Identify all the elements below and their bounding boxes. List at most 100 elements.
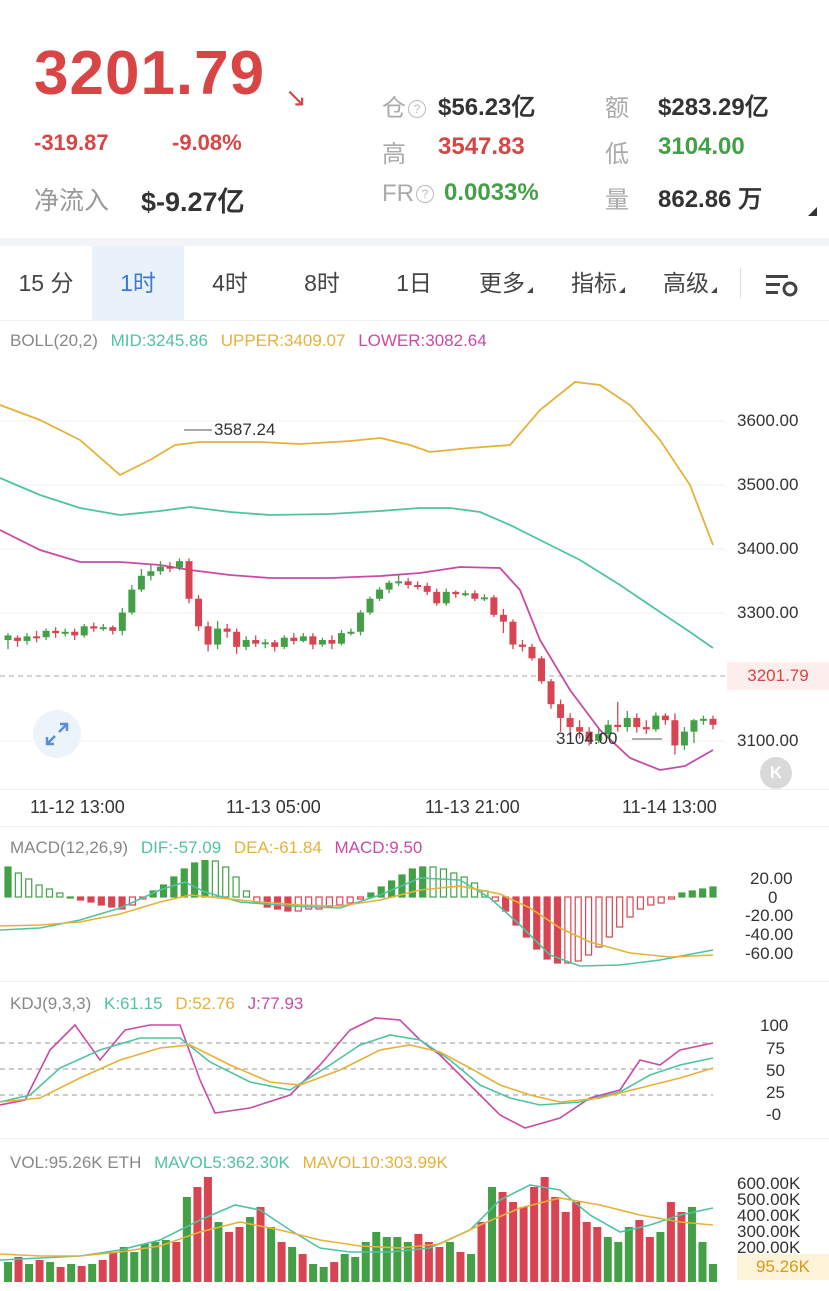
oi-label[interactable]: 仓?: [382, 88, 426, 123]
down-arrow-icon: ↘: [285, 82, 307, 112]
macd-bar: [616, 896, 624, 928]
candle-body: [442, 591, 450, 604]
tab-more[interactable]: 更多: [460, 246, 552, 320]
candle-body: [271, 642, 279, 647]
kdj-chart[interactable]: [0, 1010, 829, 1140]
low-label: 低: [605, 141, 629, 168]
fullscreen-button[interactable]: [33, 710, 81, 758]
time-axis-label: 11-13 05:00: [226, 797, 321, 817]
volume-bar: [709, 1264, 717, 1282]
candle-body: [642, 727, 650, 730]
candle-body: [585, 731, 593, 741]
macd-bar: [191, 862, 199, 898]
candle-body: [576, 727, 584, 732]
tab-1d[interactable]: 1日: [396, 270, 432, 296]
oi-value: $56.23亿: [438, 94, 536, 121]
candle-body: [185, 561, 193, 599]
info-icon[interactable]: ?: [416, 185, 434, 203]
candle-body: [357, 612, 364, 632]
high-annotation: 3587.24: [214, 420, 276, 439]
volume-value: 862.86 万: [658, 186, 763, 213]
scroll-to-latest-button[interactable]: K: [760, 757, 792, 789]
volume-bar: [603, 1237, 612, 1282]
time-axis-label: 11-13 21:00: [425, 797, 520, 817]
macd-bar: [678, 892, 686, 898]
volume-bar: [161, 1240, 170, 1282]
volume-bar: [488, 1187, 497, 1282]
macd-axis-label: 0: [768, 888, 778, 907]
macd-bar: [553, 896, 562, 964]
candle-body: [661, 715, 669, 721]
volume-bar: [414, 1234, 423, 1282]
volume-bar: [498, 1192, 507, 1282]
info-icon[interactable]: ?: [408, 100, 426, 118]
candle-body: [147, 571, 155, 576]
tab-advanced[interactable]: 高级: [644, 246, 736, 320]
macd-bar: [242, 890, 251, 898]
last-price: 3201.79: [34, 39, 266, 108]
volume-bar: [246, 1217, 255, 1282]
kdj-axis-label: 25: [766, 1083, 785, 1102]
price-axis-label: 3100.00: [737, 731, 799, 750]
macd-bar: [305, 896, 313, 910]
candle-body: [71, 631, 79, 636]
candle-body: [137, 575, 145, 590]
volume-chart[interactable]: [0, 1170, 829, 1285]
candle-body: [690, 720, 698, 732]
tab-4h[interactable]: 4时: [212, 270, 248, 296]
volume-bar: [35, 1260, 44, 1282]
candle-body: [423, 585, 431, 592]
fr-label[interactable]: FR?: [382, 180, 434, 208]
tab-15m[interactable]: 15 分: [18, 270, 74, 296]
macd-bar: [647, 896, 655, 906]
candle-body: [109, 627, 117, 631]
price-axis-label: 3500.00: [737, 475, 799, 494]
macd-bar: [502, 896, 510, 912]
candle-body: [80, 626, 88, 636]
volume-bar: [309, 1264, 318, 1282]
price-change: -319.87: [34, 130, 109, 155]
tab-indicators[interactable]: 指标: [552, 246, 644, 320]
candle-body: [557, 704, 565, 718]
tab-8h[interactable]: 8时: [304, 270, 340, 296]
candle-body: [99, 627, 107, 630]
volume-bar: [424, 1242, 433, 1282]
volume-bar: [614, 1242, 623, 1282]
volume-bar: [109, 1252, 118, 1282]
price-chart[interactable]: [0, 320, 829, 790]
expand-corner-icon[interactable]: [808, 207, 817, 216]
volume-bar: [298, 1254, 307, 1282]
netflow-value: $-9.27亿: [141, 187, 245, 217]
low-annotation: 3104.00: [556, 729, 618, 748]
macd-bar: [512, 896, 520, 926]
volume-axis-label: 500.00K: [737, 1190, 801, 1209]
macd-bar: [439, 868, 448, 898]
candle-body: [61, 631, 69, 634]
volume-bar: [182, 1197, 191, 1282]
macd-bar: [709, 886, 717, 898]
volume-bar: [130, 1252, 139, 1282]
volume-bar: [277, 1242, 286, 1282]
chart-settings-icon[interactable]: [766, 272, 800, 298]
candle-body: [709, 718, 717, 725]
price-axis-label: 3600.00: [737, 411, 799, 430]
volume-bar: [119, 1247, 128, 1282]
kdj-k-line: [0, 1034, 714, 1106]
candle-body: [175, 561, 183, 568]
macd-bar: [108, 896, 116, 908]
last-price-tag: 3201.79: [727, 662, 829, 690]
macd-bar: [356, 896, 365, 900]
volume-bar: [340, 1254, 349, 1282]
volume-bar: [519, 1207, 528, 1282]
volume-bar: [256, 1207, 265, 1282]
volume-bar: [530, 1187, 539, 1282]
tab-1h[interactable]: 1时: [92, 246, 184, 320]
volume-bar: [551, 1197, 560, 1282]
volume-bars: [4, 1177, 717, 1282]
macd-chart[interactable]: [0, 860, 829, 970]
volume-bar: [151, 1242, 160, 1282]
macd-bar: [87, 896, 95, 903]
candle-body: [452, 591, 460, 595]
volume-bar: [435, 1247, 444, 1282]
candle-body: [404, 581, 412, 585]
